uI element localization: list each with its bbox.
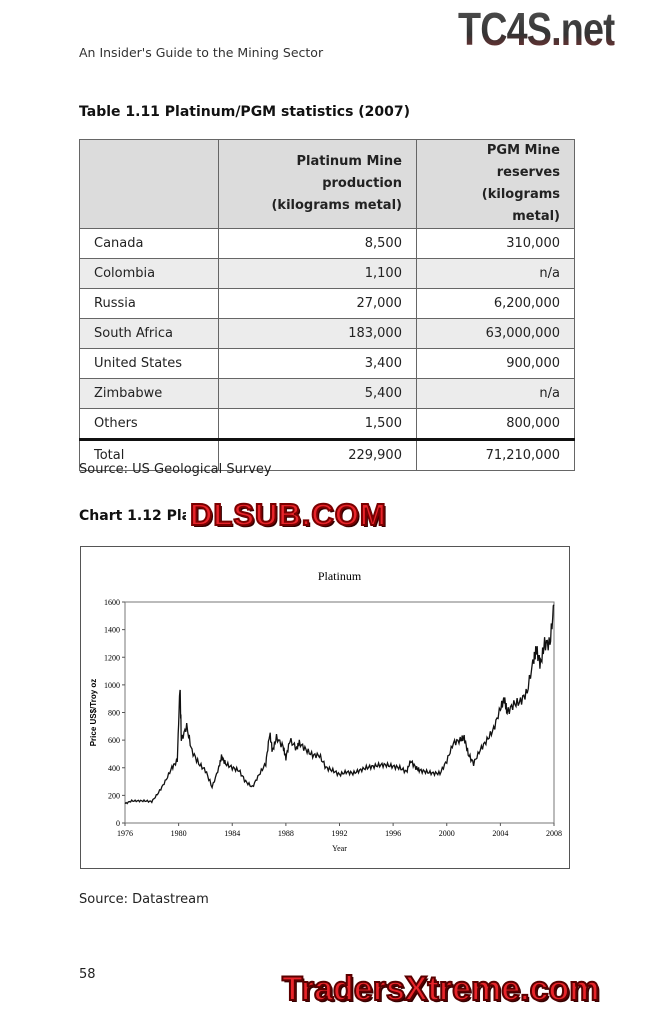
table-row: Russia 27,000 6,200,000: [79, 288, 576, 319]
cell-country: United States: [79, 348, 219, 379]
y-tick-label: 1200: [104, 653, 120, 662]
plot-area: [124, 601, 555, 824]
y-tick-label: 1000: [104, 681, 120, 690]
cell-production: 229,900: [218, 438, 417, 471]
x-tick-label: 2000: [439, 829, 455, 838]
x-axis-label: Year: [332, 844, 347, 853]
x-tick-label: 1976: [117, 829, 133, 838]
table-row: Zimbabwe 5,400 n/a: [79, 378, 576, 409]
header-line: PGM Mine reserves: [486, 143, 560, 180]
cell-production: 27,000: [218, 288, 417, 319]
table-source: Source: US Geological Survey: [79, 462, 272, 477]
header-production: Platinum Mine production (kilograms metal…: [218, 139, 417, 229]
cell-production: 8,500: [218, 228, 417, 259]
y-tick-label: 1600: [104, 598, 120, 607]
header-line: Platinum Mine production: [296, 154, 402, 191]
cell-production: 3,400: [218, 348, 417, 379]
x-tick-label: 1980: [171, 829, 187, 838]
cell-production: 1,100: [218, 258, 417, 289]
y-tick-label: 800: [108, 709, 120, 718]
table-row: Canada 8,500 310,000: [79, 228, 576, 259]
running-head: An Insider's Guide to the Mining Sector: [79, 45, 324, 60]
cell-country: Zimbabwe: [79, 378, 219, 409]
cell-country: Canada: [79, 228, 219, 259]
cell-reserves: 900,000: [415, 348, 576, 379]
y-axis-label: Price US$/Troy oz: [89, 679, 98, 747]
cell-reserves: 63,000,000: [415, 318, 576, 349]
table-total-row: Total 229,900 71,210,000: [79, 438, 576, 471]
x-tick-label: 1992: [332, 829, 348, 838]
watermark-logo-top: TC4S.net: [458, 3, 616, 55]
cell-country: Colombia: [79, 258, 219, 289]
x-tick-label: 2008: [546, 829, 562, 838]
cell-production: 1,500: [218, 408, 417, 440]
y-tick-label: 200: [108, 791, 120, 800]
price-line: [124, 604, 555, 805]
cell-reserves: 71,210,000: [415, 438, 576, 471]
chart-title: Chart 1.12 Plati: [79, 508, 203, 524]
statistics-table: Platinum Mine production (kilograms metal…: [79, 139, 576, 471]
cell-reserves: 800,000: [415, 408, 576, 440]
cell-country: South Africa: [79, 318, 219, 349]
header-reserves: PGM Mine reserves (kilograms metal): [415, 139, 576, 229]
cell-country: Russia: [79, 288, 219, 319]
table-row: South Africa 183,000 63,000,000: [79, 318, 576, 349]
x-tick-label: 1988: [278, 829, 294, 838]
chart-heading: Platinum: [318, 569, 362, 583]
cell-reserves: 310,000: [415, 228, 576, 259]
chart-frame: Platinum Year Price US$/Troy oz 1976 1980 198…: [80, 546, 570, 869]
cell-reserves: n/a: [415, 258, 576, 289]
header-country: [79, 139, 219, 229]
cell-production: 5,400: [218, 378, 417, 409]
table-row: Colombia 1,100 n/a: [79, 258, 576, 289]
x-tick-label: 1996: [385, 829, 401, 838]
cell-reserves: 6,200,000: [415, 288, 576, 319]
cell-country: Others: [79, 408, 219, 440]
x-tick-label: 1984: [224, 829, 240, 838]
page-number: 58: [79, 967, 96, 982]
y-tick-label: 600: [108, 736, 120, 745]
platinum-chart: Platinum Year Price US$/Troy oz 1976 1980 198…: [89, 569, 562, 853]
table-title: Table 1.11 Platinum/PGM statistics (2007…: [79, 104, 411, 120]
watermark-logo-bottom: TradersXtreme.com: [281, 969, 600, 1009]
y-tick-label: 0: [116, 819, 120, 828]
header-line: (kilograms metal): [271, 198, 402, 213]
x-tick-label: 2004: [492, 829, 508, 838]
watermark-logo-middle: DLSUB.COM: [186, 496, 391, 533]
table-row: United States 3,400 900,000: [79, 348, 576, 379]
cell-country: Total: [79, 438, 219, 471]
table-row: Others 1,500 800,000: [79, 408, 576, 440]
cell-reserves: n/a: [415, 378, 576, 409]
table-header-row: Platinum Mine production (kilograms metal…: [79, 139, 576, 229]
y-tick-label: 400: [108, 764, 120, 773]
header-line: (kilograms metal): [481, 187, 560, 224]
cell-production: 183,000: [218, 318, 417, 349]
chart-source: Source: Datastream: [79, 892, 209, 907]
y-tick-label: 1400: [104, 626, 120, 635]
